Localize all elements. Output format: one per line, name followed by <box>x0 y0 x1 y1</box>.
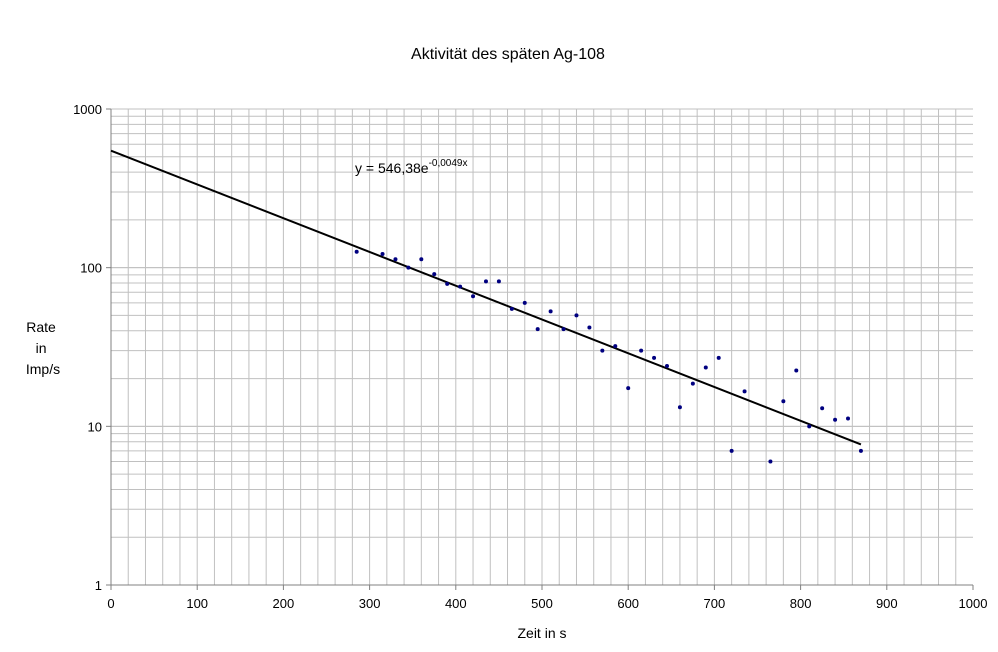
data-point <box>716 355 721 360</box>
data-point <box>613 344 618 349</box>
data-point <box>600 348 605 353</box>
data-point <box>664 364 669 369</box>
grid <box>111 108 973 585</box>
x-tick-label: 500 <box>531 596 553 611</box>
x-tick-label: 100 <box>186 596 208 611</box>
x-tick-label: 400 <box>445 596 467 611</box>
x-tick-label: 700 <box>704 596 726 611</box>
data-point <box>690 381 695 386</box>
trendline-equation-exponent: -0,0049x <box>429 158 468 169</box>
data-point <box>380 251 385 256</box>
data-point <box>626 386 631 391</box>
y-tick-label: 100 <box>80 261 102 276</box>
data-point <box>846 416 851 421</box>
data-point <box>858 448 863 453</box>
data-point <box>807 424 812 429</box>
data-point <box>522 300 527 305</box>
data-point <box>496 279 501 284</box>
data-point <box>703 365 708 370</box>
y-axis-title-line-1: Rate <box>26 319 56 335</box>
data-point <box>639 348 644 353</box>
data-point <box>768 459 773 464</box>
data-point <box>820 406 825 411</box>
data-point <box>354 249 359 254</box>
x-tick-label: 800 <box>790 596 812 611</box>
y-axis-title: Rate in Imp/s <box>26 319 60 377</box>
x-tick-label: 200 <box>273 596 295 611</box>
data-point <box>458 284 463 289</box>
data-points <box>354 249 863 464</box>
x-tick-label: 600 <box>617 596 639 611</box>
y-axis-title-line-3: Imp/s <box>26 361 60 377</box>
data-point <box>432 272 437 277</box>
trendline-equation: y = 546,38e-0,0049x <box>355 158 467 176</box>
tick-labels: 0 100 200 300 400 500 600 700 800 900 1000 1 10 100 10… <box>73 102 987 611</box>
data-point <box>781 399 786 404</box>
trendline-equation-base: y = 546,38e <box>355 160 429 176</box>
data-point <box>419 257 424 262</box>
data-point <box>406 265 411 270</box>
data-point <box>509 306 514 311</box>
data-point <box>677 405 682 410</box>
trendline-path <box>110 149 862 446</box>
data-point <box>794 368 799 373</box>
x-axis-title: Zeit in s <box>517 625 566 641</box>
x-tick-label: 300 <box>359 596 381 611</box>
y-tick-label: 10 <box>88 419 102 434</box>
trendline <box>110 149 862 446</box>
x-tick-label: 1000 <box>959 596 988 611</box>
axes <box>106 108 974 590</box>
data-point <box>393 257 398 262</box>
data-point <box>652 355 657 360</box>
data-point <box>587 325 592 330</box>
data-point <box>471 294 476 299</box>
data-point <box>483 279 488 284</box>
chart-title: Aktivität des späten Ag-108 <box>411 46 605 63</box>
data-point <box>445 281 450 286</box>
y-tick-label: 1000 <box>73 102 102 117</box>
data-point <box>561 327 566 332</box>
x-tick-label: 0 <box>107 596 114 611</box>
y-tick-label: 1 <box>95 578 102 593</box>
data-point <box>833 417 838 422</box>
data-point <box>729 448 734 453</box>
x-tick-label: 900 <box>876 596 898 611</box>
y-axis-title-line-2: in <box>36 340 47 356</box>
data-point <box>535 327 540 332</box>
data-point <box>742 389 747 394</box>
data-point <box>574 313 579 318</box>
data-point <box>548 309 553 314</box>
